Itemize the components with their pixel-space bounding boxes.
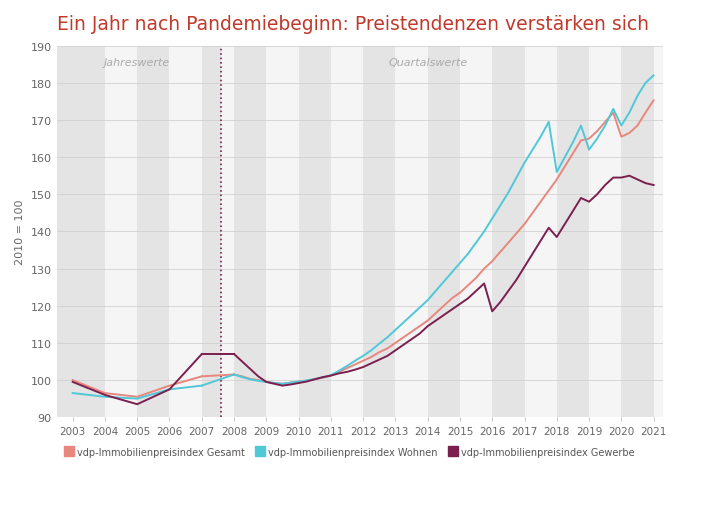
Legend: vdp-Immobilienpreisindex Gesamt, vdp-Immobilienpreisindex Wohnen, vdp-Immobilien: vdp-Immobilienpreisindex Gesamt, vdp-Imm…: [61, 443, 638, 461]
Bar: [557, 47, 589, 417]
Bar: [427, 47, 460, 417]
Bar: [234, 47, 266, 417]
Bar: [299, 47, 331, 417]
Bar: [202, 47, 221, 417]
Text: Quartalswerte: Quartalswerte: [388, 58, 467, 68]
Bar: [492, 47, 525, 417]
Bar: [363, 47, 395, 417]
Y-axis label: 2010 = 100: 2010 = 100: [15, 200, 25, 265]
Text: Ein Jahr nach Pandemiebeginn: Preistendenzen verstärken sich: Ein Jahr nach Pandemiebeginn: Preistende…: [57, 15, 648, 34]
Text: Jahreswerte: Jahreswerte: [104, 58, 170, 68]
Bar: [137, 47, 170, 417]
Bar: [57, 47, 105, 417]
Bar: [621, 47, 654, 417]
